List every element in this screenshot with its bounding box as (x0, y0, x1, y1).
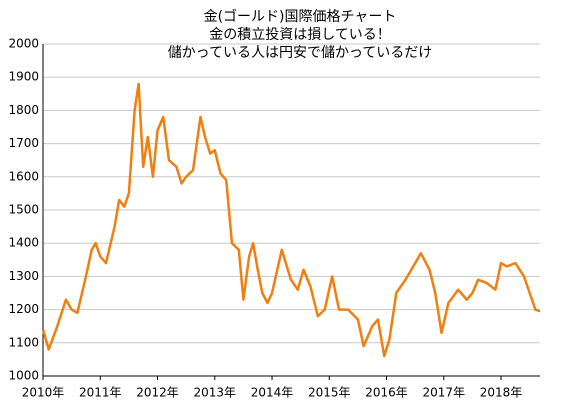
price-line (41, 82, 541, 358)
x-tick-label: 2011年 (79, 386, 122, 400)
chart-title: 金の積立投資は損している！ (209, 27, 391, 43)
y-tick-label: 1600 (8, 169, 39, 183)
chart-title: 金(ゴールド)国際価格チャート (204, 8, 397, 25)
y-tick-label: 1100 (8, 335, 39, 349)
y-tick-label: 1200 (8, 302, 39, 316)
x-tick-label: 2013年 (194, 386, 237, 400)
y-tick-label: 1000 (8, 369, 39, 383)
x-tick-label: 2018年 (480, 386, 523, 400)
y-tick-label: 1500 (8, 203, 39, 217)
x-tick-label: 2017年 (423, 386, 466, 400)
x-tick-label: 2012年 (136, 386, 179, 400)
x-tick-label: 2014年 (251, 386, 294, 400)
y-tick-label: 1300 (8, 269, 39, 283)
x-tick-label: 2016年 (365, 386, 408, 400)
y-tick-label: 1900 (8, 70, 39, 84)
x-tick-label: 2010年 (22, 386, 65, 400)
y-tick-label: 1800 (8, 103, 39, 117)
x-tick-label: 2015年 (308, 386, 351, 400)
y-tick-label: 2000 (8, 37, 39, 51)
y-tick-label: 1700 (8, 136, 39, 150)
y-tick-label: 1400 (8, 236, 39, 250)
chart-title: 儲かっている人は円安で儲かっているだけ (168, 45, 433, 61)
